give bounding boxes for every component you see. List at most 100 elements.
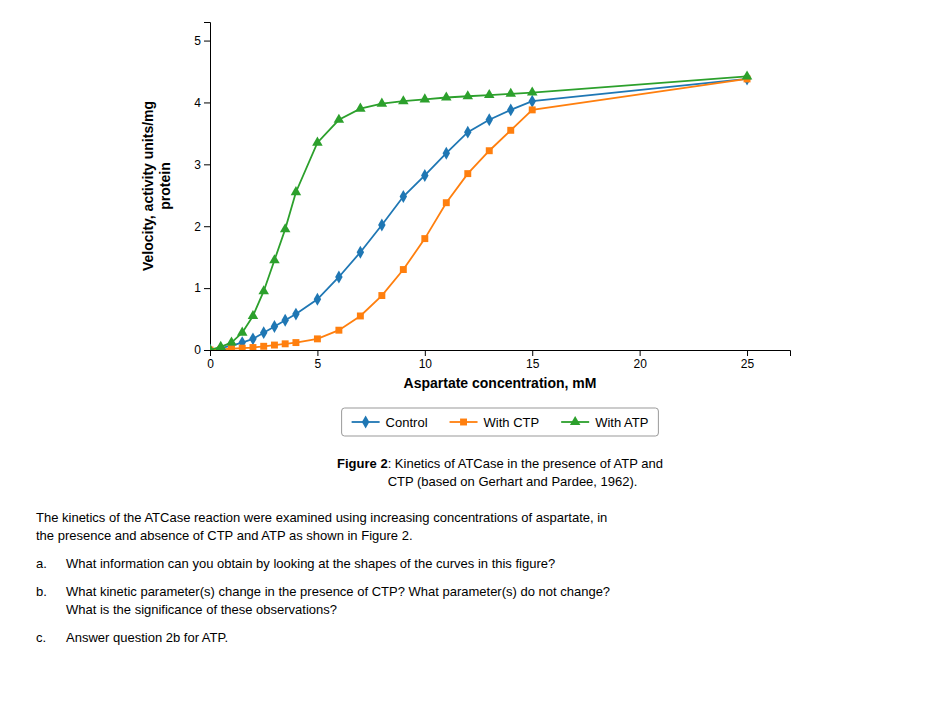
- caption-label: Figure 2: [337, 456, 388, 471]
- data-point: [226, 336, 237, 345]
- y-tick: 2: [194, 220, 210, 234]
- y-tick-label: 1: [194, 281, 201, 295]
- data-point: [507, 103, 514, 116]
- x-tick-label: 15: [526, 357, 540, 371]
- data-point: [292, 308, 299, 321]
- x-tick-label: 5: [315, 357, 322, 371]
- x-tick-mark: [747, 350, 748, 356]
- data-point: [335, 327, 342, 334]
- question-label: b.: [36, 584, 47, 599]
- y-tick: 0: [194, 343, 210, 357]
- y-tick-label: 5: [194, 34, 201, 48]
- data-point: [314, 335, 321, 342]
- x-tick-mark: [532, 350, 533, 356]
- legend-swatch-marker: [460, 419, 467, 426]
- series-line: [210, 79, 747, 350]
- question-text: What is the significance of these observ…: [66, 602, 337, 617]
- y-tick-label: 0: [194, 343, 201, 357]
- data-point: [378, 219, 385, 232]
- legend: Control With CTP With ATP: [342, 408, 659, 436]
- y-tick-label: 3: [194, 158, 201, 172]
- data-point: [486, 113, 493, 126]
- legend-item: With ATP: [561, 415, 648, 430]
- legend-label: Control: [386, 415, 428, 430]
- data-point: [421, 169, 428, 182]
- series-group: [210, 75, 751, 350]
- y-tick-label: 4: [194, 96, 201, 110]
- data-point: [269, 254, 280, 263]
- data-point: [281, 314, 288, 327]
- data-point: [335, 271, 342, 284]
- data-point: [398, 95, 409, 104]
- y-tick: 3: [194, 158, 210, 172]
- data-point: [260, 326, 267, 339]
- data-point: [421, 235, 428, 242]
- data-point: [239, 345, 246, 350]
- y-tick: 1: [194, 281, 210, 295]
- x-tick: 10: [419, 350, 433, 371]
- y-axis-line: [204, 23, 211, 351]
- data-point: [529, 106, 536, 113]
- data-point: [228, 345, 235, 350]
- y-axis: 0 1 2 3 4 5: [194, 23, 210, 358]
- data-point: [463, 90, 474, 99]
- y-tick: 5: [194, 34, 210, 48]
- x-tick-label: 0: [207, 357, 214, 371]
- data-point: [271, 320, 278, 333]
- x-tick-label: 20: [633, 357, 647, 371]
- y-tick-label: 2: [194, 220, 201, 234]
- data-point: [529, 95, 536, 108]
- data-point: [420, 93, 431, 102]
- y-tick-mark: [204, 41, 210, 42]
- data-point: [249, 344, 256, 350]
- data-point: [441, 91, 452, 100]
- x-tick-label: 10: [419, 357, 433, 371]
- data-point: [378, 292, 385, 299]
- data-point: [400, 190, 407, 203]
- data-point: [334, 114, 345, 123]
- data-point: [443, 147, 450, 160]
- legend-swatch-marker: [570, 416, 581, 425]
- x-tick-mark: [425, 350, 426, 356]
- x-tick: 20: [633, 350, 647, 371]
- data-point: [443, 199, 450, 206]
- y-tick-mark: [204, 350, 210, 351]
- question-text: What information can you obtain by looki…: [66, 556, 555, 571]
- legend-item: Control: [352, 415, 428, 430]
- data-point: [464, 170, 471, 177]
- data-point: [377, 98, 388, 107]
- caption-text: : Kinetics of ATCase in the presence of …: [388, 456, 663, 471]
- data-point: [312, 137, 323, 146]
- data-point: [484, 89, 495, 98]
- x-tick-mark: [317, 350, 318, 356]
- x-tick: 5: [315, 350, 322, 371]
- data-point: [210, 344, 215, 350]
- data-point: [355, 103, 366, 112]
- data-point: [258, 285, 269, 294]
- legend-item: With CTP: [450, 415, 540, 430]
- x-tick-label: 25: [741, 357, 755, 371]
- data-point: [291, 186, 302, 195]
- x-axis: 0 5 10 15 20 25: [207, 350, 790, 371]
- x-axis-line: [211, 351, 791, 357]
- data-point: [237, 327, 248, 336]
- y-tick: 4: [194, 96, 210, 110]
- y-tick-mark: [204, 164, 210, 165]
- plot-area: [210, 70, 752, 350]
- y-tick-mark: [204, 102, 210, 103]
- data-point: [249, 332, 256, 345]
- y-axis-title: Velocity, activity units/mgprotein: [140, 101, 173, 271]
- data-point: [271, 342, 278, 349]
- question: a.What information can you obtain by loo…: [36, 556, 555, 571]
- text-block: Figure 2: Kinetics of ATCase in the pres…: [36, 456, 663, 645]
- y-tick-mark: [204, 288, 210, 289]
- series-group: [210, 72, 751, 350]
- data-point: [248, 310, 259, 319]
- data-point: [357, 246, 364, 259]
- data-point: [282, 340, 289, 347]
- legend-label: With ATP: [595, 415, 648, 430]
- data-point: [314, 293, 321, 306]
- question-text: Answer question 2b for ATP.: [66, 630, 228, 645]
- data-point: [357, 312, 364, 319]
- question-text: What kinetic parameter(s) change in the …: [66, 584, 610, 599]
